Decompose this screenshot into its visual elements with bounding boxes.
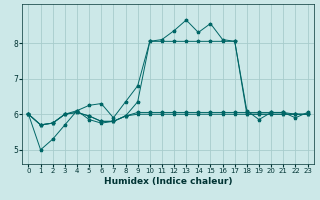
X-axis label: Humidex (Indice chaleur): Humidex (Indice chaleur)	[104, 177, 232, 186]
